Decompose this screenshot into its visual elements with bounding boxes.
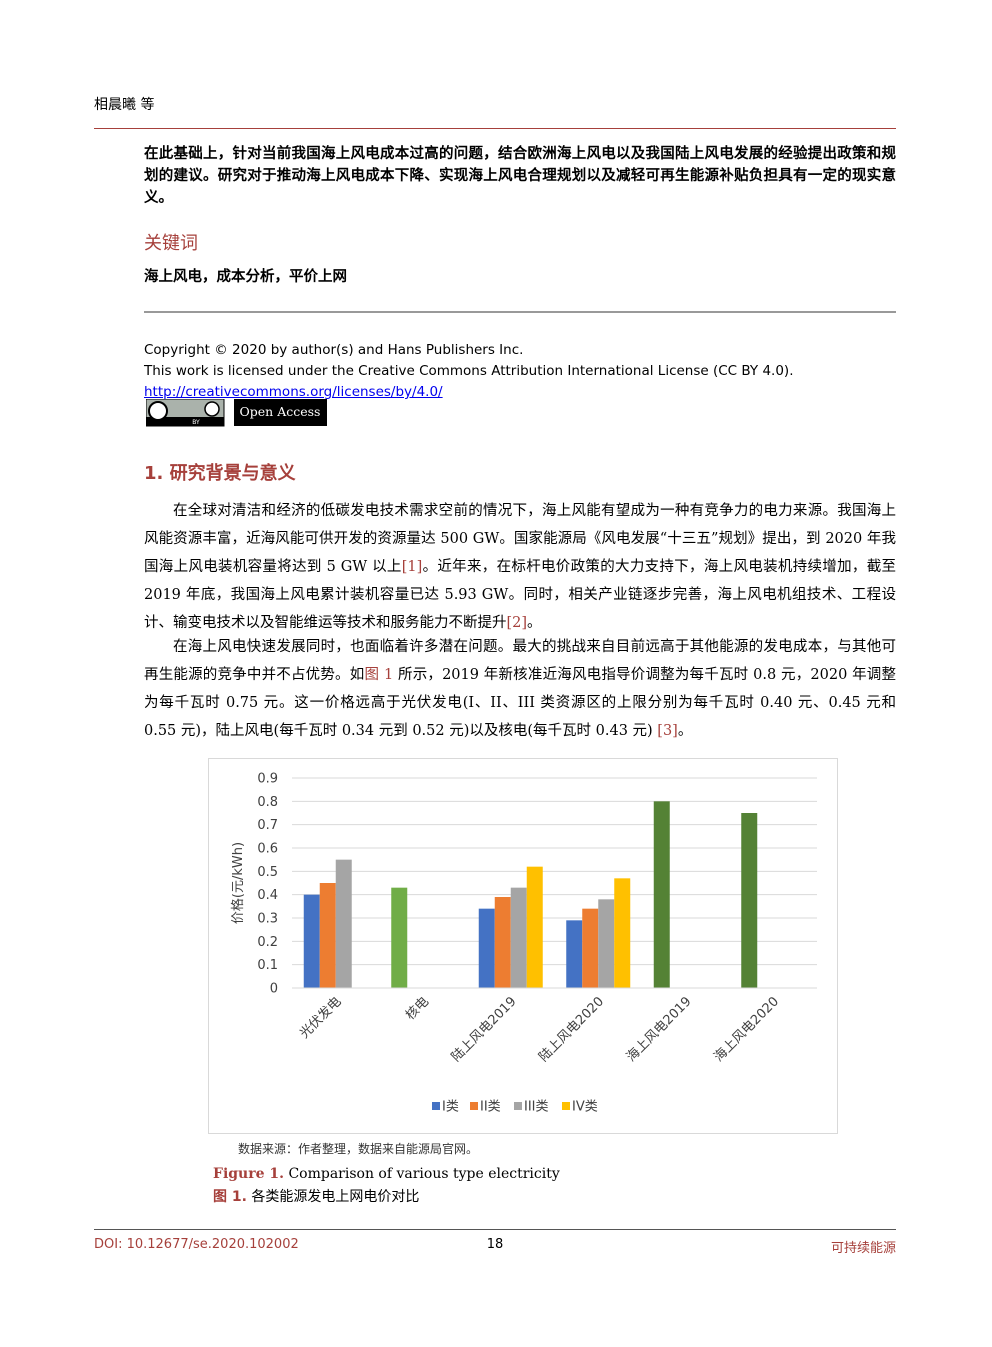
y-tick-label: 0.1: [257, 958, 278, 973]
bar: [582, 908, 599, 988]
y-tick-label: 0.2: [257, 935, 278, 950]
header-rule: [94, 128, 896, 129]
y-axis-label: 价格(元/kWh): [230, 842, 246, 924]
running-head: 相晨曦 等: [94, 97, 155, 113]
x-tick-label: 海上风电2019: [624, 994, 695, 1065]
chart-frame: [208, 758, 838, 1134]
copyright: Copyright © 2020 by author(s) and Hans P…: [144, 340, 794, 403]
cc-icon: [148, 401, 168, 421]
chart: 0 0.1 0.2 0.3 0.4 0.5 0.6 0.7 0.8 0.9 价格(元/kWh) 光伏发…: [230, 772, 817, 1115]
paragraph: 在海上风电快速发展同时，也面临着许多潜在问题。最大的挑战来自目前远高于其他能源的…: [144, 633, 896, 745]
legend-label: II类: [480, 1100, 501, 1115]
bar: [335, 859, 352, 988]
y-tick-label: 0.3: [257, 912, 278, 927]
page-number: 18: [486, 1237, 504, 1252]
license-link[interactable]: http://creativecommons.org/licenses/by/4…: [144, 384, 443, 400]
reference-link[interactable]: [2]: [506, 615, 528, 631]
bar: [391, 887, 408, 988]
open-access: Open Access: [240, 404, 321, 419]
oa-badge: [234, 399, 327, 426]
reference-link[interactable]: [1]: [401, 559, 423, 575]
paragraph: 在全球对清洁和经济的低碳发电技术需求空前的情况下，海上风能有望成为一种有竞争力的…: [144, 497, 896, 637]
caption-zh: 图 1. 各类能源发电上网电价对比: [213, 1186, 419, 1206]
x-tick-label: 海上风电2020: [711, 994, 782, 1065]
caption-text: 各类能源发电上网电价对比: [251, 1189, 420, 1205]
text-run: 。: [677, 723, 693, 739]
legend-swatch: [470, 1102, 478, 1110]
footer-rule: [94, 1229, 896, 1230]
y-tick-label: 0.4: [257, 888, 278, 903]
y-tick-label: 0.6: [257, 842, 278, 857]
reference-link[interactable]: [3]: [657, 723, 678, 739]
figure-source: 数据来源：作者整理，数据来自能源局官网。: [238, 1142, 479, 1156]
legend-label: III类: [524, 1100, 549, 1115]
legend-swatch: [514, 1102, 522, 1110]
y-tick-label: 0: [270, 982, 278, 997]
legend-swatch: [562, 1102, 570, 1110]
keywords-heading: 关键词: [144, 233, 198, 254]
bar: [598, 899, 615, 988]
bar: [494, 897, 511, 988]
by-icon: [204, 401, 220, 417]
y-tick-label: 0.7: [257, 818, 278, 833]
legend-swatch: [432, 1102, 440, 1110]
y-tick-label: 0.5: [257, 865, 278, 880]
rule: [144, 311, 896, 313]
section-heading: 1. 研究背景与意义: [144, 463, 296, 484]
badges: BY Open Access: [146, 399, 327, 427]
bar: [303, 894, 320, 988]
text-run: 在全球对清洁和经济的低碳发电技术需求空前的情况下，海上风能有望成为一种有竞争力的…: [144, 503, 896, 575]
caption-text: Comparison of various type electricity: [288, 1166, 560, 1182]
legend-label: I类: [442, 1100, 459, 1115]
doi: DOI: 10.12677/se.2020.102002: [94, 1237, 299, 1252]
bar: [741, 813, 758, 988]
x-tick-label: 陆上风电2020: [536, 994, 607, 1065]
caption-en: Figure 1. Comparison of various type ele…: [213, 1166, 560, 1182]
bar: [510, 887, 527, 988]
y-tick-label: 0.9: [257, 772, 278, 787]
keywords-text: 海上风电，成本分析，平价上网: [144, 269, 347, 285]
x-tick-label: 核电: [403, 994, 432, 1023]
text-run: 。: [527, 615, 542, 631]
caption-label: 图 1.: [213, 1189, 247, 1205]
badge-text: BY: [192, 419, 200, 426]
x-tick-label: 光伏发电: [296, 994, 344, 1042]
bar: [614, 878, 631, 988]
caption-label: Figure 1.: [213, 1166, 284, 1182]
cc-badge-band: [146, 417, 224, 426]
bar: [319, 883, 336, 988]
reference-link[interactable]: 图 1: [364, 667, 394, 683]
bar: [566, 920, 583, 988]
legend-label: IV类: [572, 1100, 598, 1115]
text-run: 所示，2019 年新核准近海风电指导价调整为每千瓦时 0.8 元，2020 年调…: [144, 667, 896, 739]
text-run: 在海上风电快速发展同时，也面临着许多潜在问题。最大的挑战来自目前远高于其他能源的…: [144, 639, 896, 683]
copyright-line: Copyright © 2020 by author(s) and Hans P…: [144, 342, 524, 358]
bar: [526, 866, 543, 988]
x-tick-label: 陆上风电2019: [448, 994, 519, 1065]
bar: [478, 908, 495, 988]
y-tick-label: 0.8: [257, 795, 278, 810]
abstract-text: 在此基础上，针对当前我国海上风电成本过高的问题，结合欧洲海上风电以及我国陆上风电…: [144, 146, 896, 206]
bar: [653, 801, 670, 988]
journal: 可持续能源: [830, 1241, 896, 1256]
text-run: 。近年来，在标杆电价政策的大力支持下，海上风电装机持续增加，截至 2019 年底…: [144, 559, 896, 631]
copyright-line: This work is licensed under the Creative…: [144, 363, 794, 379]
